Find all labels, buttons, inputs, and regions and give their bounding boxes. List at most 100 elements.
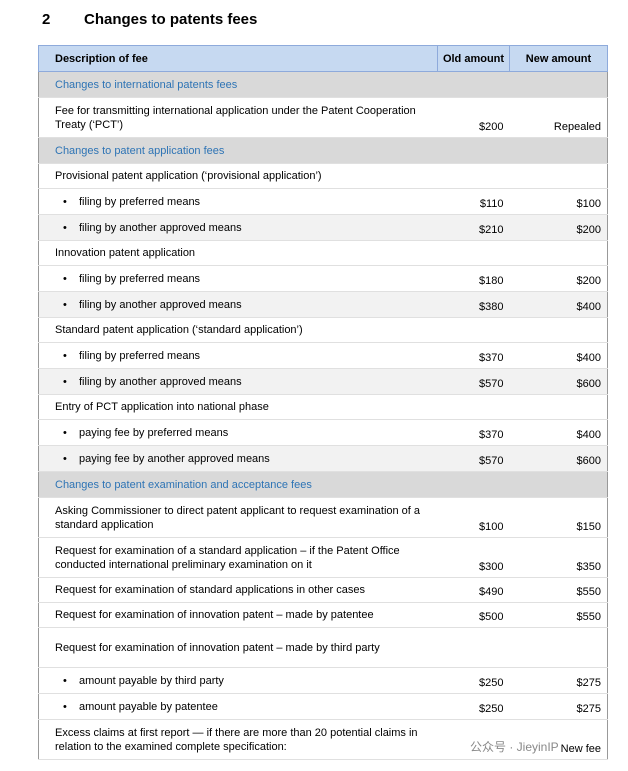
old-amount: $180 [437, 265, 510, 292]
section-row: Changes to patent examination and accept… [38, 471, 608, 498]
fee-row: Request for examination of a standard ap… [38, 537, 608, 578]
fee-description: Request for examination of innovation pa… [38, 602, 438, 628]
fee-row: filing by another approved means$380$400 [38, 291, 608, 318]
new-amount: $275 [509, 693, 608, 720]
old-amount: $300 [437, 537, 510, 578]
fee-description: filing by another approved means [38, 291, 438, 318]
section-row: Changes to international patents fees [38, 71, 608, 98]
old-amount: $200 [437, 97, 510, 138]
fee-row: filing by another approved means$210$200 [38, 214, 608, 241]
fee-row: Provisional patent application (‘provisi… [38, 163, 608, 189]
fee-description: Innovation patent application [38, 240, 438, 266]
fee-row: Request for examination of innovation pa… [38, 627, 608, 668]
fee-description: Excess claims at first report — if there… [38, 719, 438, 760]
fee-table: Description of fee Old amount New amount… [38, 45, 608, 760]
old-amount [437, 394, 510, 420]
header-cell: Description of fee [38, 45, 438, 72]
new-amount [509, 317, 608, 343]
old-amount: $250 [437, 693, 510, 720]
fee-description: filing by another approved means [38, 368, 438, 395]
old-amount: $570 [437, 368, 510, 395]
fee-description: filing by preferred means [38, 265, 438, 292]
fee-description: amount payable by patentee [38, 693, 438, 720]
new-amount [509, 627, 608, 668]
new-amount: $100 [509, 188, 608, 215]
fee-row: amount payable by patentee$250$275 [38, 693, 608, 720]
fee-description: filing by another approved means [38, 214, 438, 241]
old-amount: $490 [437, 577, 510, 603]
new-amount: New fee [509, 719, 608, 760]
header-cell: Old amount [437, 45, 510, 72]
old-amount: $570 [437, 445, 510, 472]
fee-description: filing by preferred means [38, 188, 438, 215]
fee-row: Request for examination of innovation pa… [38, 602, 608, 628]
new-amount: $275 [509, 667, 608, 694]
old-amount [437, 240, 510, 266]
fee-description: paying fee by preferred means [38, 419, 438, 446]
fee-description: Request for examination of standard appl… [38, 577, 438, 603]
fee-description: amount payable by third party [38, 667, 438, 694]
fee-row: Request for examination of standard appl… [38, 577, 608, 603]
new-amount: $350 [509, 537, 608, 578]
heading-title: Changes to patents fees [84, 11, 258, 28]
heading: 2 Changes to patents fees [42, 11, 257, 28]
header-cell: New amount [509, 45, 608, 72]
fee-description: Provisional patent application (‘provisi… [38, 163, 438, 189]
new-amount: $600 [509, 445, 608, 472]
new-amount: $400 [509, 419, 608, 446]
new-amount: Repealed [509, 97, 608, 138]
old-amount: $100 [437, 497, 510, 538]
new-amount: $400 [509, 291, 608, 318]
new-amount [509, 394, 608, 420]
new-amount: $200 [509, 214, 608, 241]
old-amount: $380 [437, 291, 510, 318]
old-amount [437, 719, 510, 760]
old-amount: $250 [437, 667, 510, 694]
fee-description: filing by preferred means [38, 342, 438, 369]
section-title: Changes to patent application fees [38, 137, 608, 164]
new-amount: $400 [509, 342, 608, 369]
fee-row: filing by preferred means$180$200 [38, 265, 608, 292]
fee-row: Excess claims at first report — if there… [38, 719, 608, 760]
fee-row: Entry of PCT application into national p… [38, 394, 608, 420]
old-amount: $370 [437, 419, 510, 446]
old-amount: $210 [437, 214, 510, 241]
old-amount [437, 163, 510, 189]
new-amount: $550 [509, 577, 608, 603]
new-amount [509, 163, 608, 189]
section-title: Changes to patent examination and accept… [38, 471, 608, 498]
new-amount: $150 [509, 497, 608, 538]
new-amount: $600 [509, 368, 608, 395]
fee-row: amount payable by third party$250$275 [38, 667, 608, 694]
fee-description: Request for examination of innovation pa… [38, 627, 438, 668]
fee-description: Entry of PCT application into national p… [38, 394, 438, 420]
new-amount [509, 240, 608, 266]
fee-description: Standard patent application (‘standard a… [38, 317, 438, 343]
fee-row: paying fee by another approved means$570… [38, 445, 608, 472]
fee-description: Request for examination of a standard ap… [38, 537, 438, 578]
new-amount: $200 [509, 265, 608, 292]
fee-description: paying fee by another approved means [38, 445, 438, 472]
fee-row: Standard patent application (‘standard a… [38, 317, 608, 343]
old-amount: $370 [437, 342, 510, 369]
fee-row: filing by another approved means$570$600 [38, 368, 608, 395]
fee-description: Asking Commissioner to direct patent app… [38, 497, 438, 538]
fee-row: filing by preferred means$370$400 [38, 342, 608, 369]
fee-row: paying fee by preferred means$370$400 [38, 419, 608, 446]
header-row: Description of fee Old amount New amount [38, 45, 608, 72]
old-amount [437, 317, 510, 343]
fee-description: Fee for transmitting international appli… [38, 97, 438, 138]
fee-row: Asking Commissioner to direct patent app… [38, 497, 608, 538]
fee-row: Fee for transmitting international appli… [38, 97, 608, 138]
heading-number: 2 [42, 11, 51, 28]
section-title: Changes to international patents fees [38, 71, 608, 98]
old-amount: $500 [437, 602, 510, 628]
new-amount: $550 [509, 602, 608, 628]
old-amount [437, 627, 510, 668]
fee-row: filing by preferred means$110$100 [38, 188, 608, 215]
watermark: 公众号 · JieyinIP [470, 740, 559, 754]
fee-row: Innovation patent application [38, 240, 608, 266]
old-amount: $110 [437, 188, 510, 215]
section-row: Changes to patent application fees [38, 137, 608, 164]
